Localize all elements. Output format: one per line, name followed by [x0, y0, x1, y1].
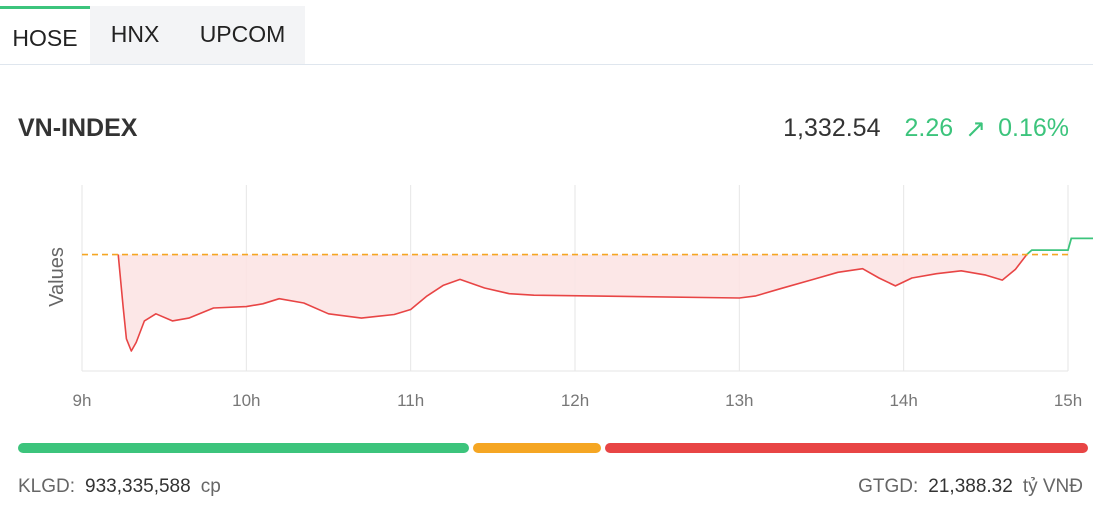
chart-area [118, 254, 1027, 351]
x-tick-label: 13h [725, 391, 753, 410]
volume-unit: cp [200, 476, 221, 497]
tab-upcom-label: UPCOM [199, 20, 286, 47]
index-name: VN-INDEX [18, 114, 138, 142]
x-tick-label: 12h [561, 391, 589, 410]
tab-hose[interactable]: HOSE [0, 6, 90, 64]
index-change-pct: 0.16% [998, 114, 1069, 142]
trading-volume: KLGD: 933,335,588 cp [18, 476, 221, 498]
value-label: GTGD: [858, 476, 919, 497]
chart-closing-line [1026, 237, 1093, 256]
x-tick-label: 9h [73, 391, 92, 410]
arrow-up-right-icon: ↗ [965, 115, 987, 143]
market-breadth-bar [18, 443, 1088, 453]
intraday-chart: 9h 10h 11h 12h 13h 14h 15h Values [46, 185, 1093, 410]
tab-hnx-label: HNX [110, 20, 160, 47]
breadth-unchanged-segment [473, 443, 601, 453]
exchange-tabs: HOSE HNX UPCOM [0, 6, 305, 64]
tabs-divider [0, 64, 1093, 65]
x-tick-label: 10h [232, 391, 260, 410]
x-axis-ticks: 9h 10h 11h 12h 13h 14h 15h [73, 391, 1083, 410]
x-tick-label: 14h [889, 391, 917, 410]
tab-upcom[interactable]: UPCOM [180, 6, 305, 64]
index-price: 1,332.54 [783, 114, 881, 142]
chart-line [117, 253, 1028, 352]
volume-value: 933,335,588 [85, 476, 191, 497]
breadth-down-segment [604, 443, 1088, 453]
trading-value: GTGD: 21,388.32 tỷ VNĐ [858, 476, 1083, 498]
volume-label: KLGD: [18, 476, 76, 497]
y-axis-label: Values [46, 247, 68, 307]
x-tick-label: 11h [397, 391, 424, 410]
x-tick-label: 15h [1054, 391, 1082, 410]
index-quote: 1,332.54 2.26 ↗ 0.16% [783, 114, 1069, 144]
value-unit: tỷ VNĐ [1022, 476, 1083, 497]
tab-hose-label: HOSE [12, 25, 78, 51]
index-change-group: 2.26 ↗ 0.16% [904, 114, 1069, 144]
tab-hnx[interactable]: HNX [90, 6, 180, 64]
breadth-up-segment [18, 443, 470, 453]
index-change: 2.26 [904, 114, 954, 142]
value-value: 21,388.32 [928, 476, 1013, 497]
